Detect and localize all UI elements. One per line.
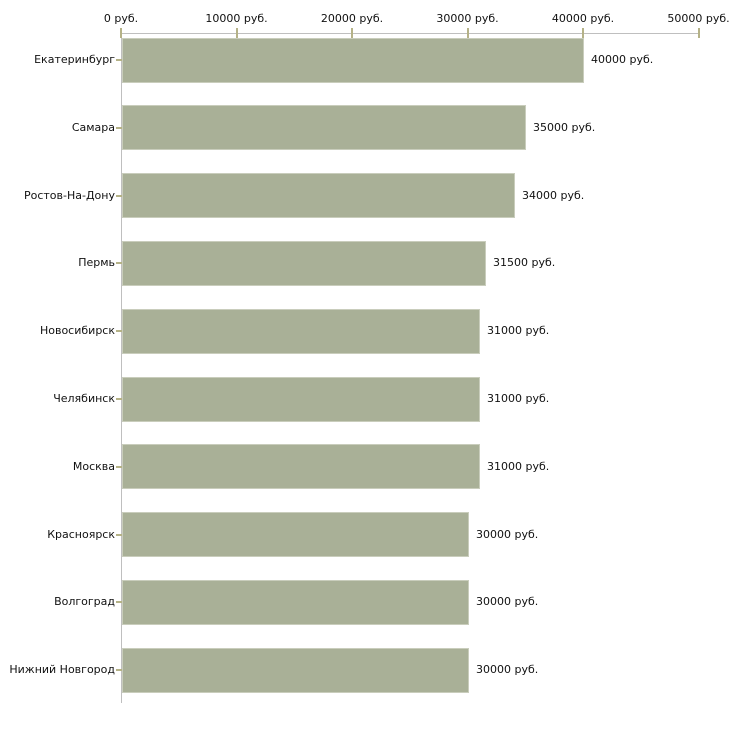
bar xyxy=(122,241,486,286)
value-label: 30000 руб. xyxy=(476,528,539,541)
x-axis-tick-mark xyxy=(235,28,238,38)
value-label: 34000 руб. xyxy=(522,189,585,202)
category-label: Екатеринбург xyxy=(34,53,115,66)
x-axis-tick-mark xyxy=(120,28,122,38)
category-label: Ростов-На-Дону xyxy=(23,189,115,202)
category-tick-mark xyxy=(116,534,122,536)
bar xyxy=(122,38,584,83)
x-axis-tick-mark xyxy=(697,28,700,38)
category-tick-mark xyxy=(116,127,122,129)
x-axis-tick-label: 20000 руб. xyxy=(320,12,384,25)
value-label: 31000 руб. xyxy=(487,324,550,337)
y-axis-line xyxy=(121,33,122,703)
category-label: Нижний Новгород xyxy=(9,663,115,676)
x-axis-line xyxy=(121,33,700,34)
bar xyxy=(122,580,469,625)
category-label: Самара xyxy=(71,121,115,134)
category-tick-mark xyxy=(116,195,122,197)
category-label: Новосибирск xyxy=(39,324,115,337)
category-label: Красноярск xyxy=(47,528,115,541)
category-tick-mark xyxy=(116,59,122,61)
value-label: 40000 руб. xyxy=(591,53,654,66)
bar xyxy=(122,173,515,218)
value-label: 35000 руб. xyxy=(533,121,596,134)
x-axis-tick-mark xyxy=(466,28,469,38)
bar xyxy=(122,105,526,150)
bar xyxy=(122,512,469,557)
x-axis-tick-mark xyxy=(582,28,584,38)
category-tick-mark xyxy=(116,669,122,671)
category-tick-mark xyxy=(116,330,122,332)
x-axis-tick-mark xyxy=(351,28,353,38)
value-label: 31500 руб. xyxy=(493,256,556,269)
bar xyxy=(122,648,469,693)
x-axis-tick-label: 50000 руб. xyxy=(667,12,730,25)
bar xyxy=(122,309,480,354)
bar xyxy=(122,377,480,422)
category-label: Москва xyxy=(72,460,115,473)
category-tick-mark xyxy=(116,466,122,468)
x-axis-tick-label: 0 руб. xyxy=(103,12,139,25)
value-label: 31000 руб. xyxy=(487,392,550,405)
x-axis-tick-label: 40000 руб. xyxy=(551,12,615,25)
category-label: Пермь xyxy=(78,256,115,269)
x-axis-tick-label: 30000 руб. xyxy=(436,12,499,25)
x-axis-tick-label: 10000 руб. xyxy=(205,12,268,25)
value-label: 30000 руб. xyxy=(476,595,539,608)
category-label: Волгоград xyxy=(54,595,115,608)
category-tick-mark xyxy=(116,262,122,264)
value-label: 30000 руб. xyxy=(476,663,539,676)
bar xyxy=(122,444,480,489)
category-tick-mark xyxy=(116,398,122,400)
category-label: Челябинск xyxy=(53,392,115,405)
category-tick-mark xyxy=(116,601,122,603)
value-label: 31000 руб. xyxy=(487,460,550,473)
